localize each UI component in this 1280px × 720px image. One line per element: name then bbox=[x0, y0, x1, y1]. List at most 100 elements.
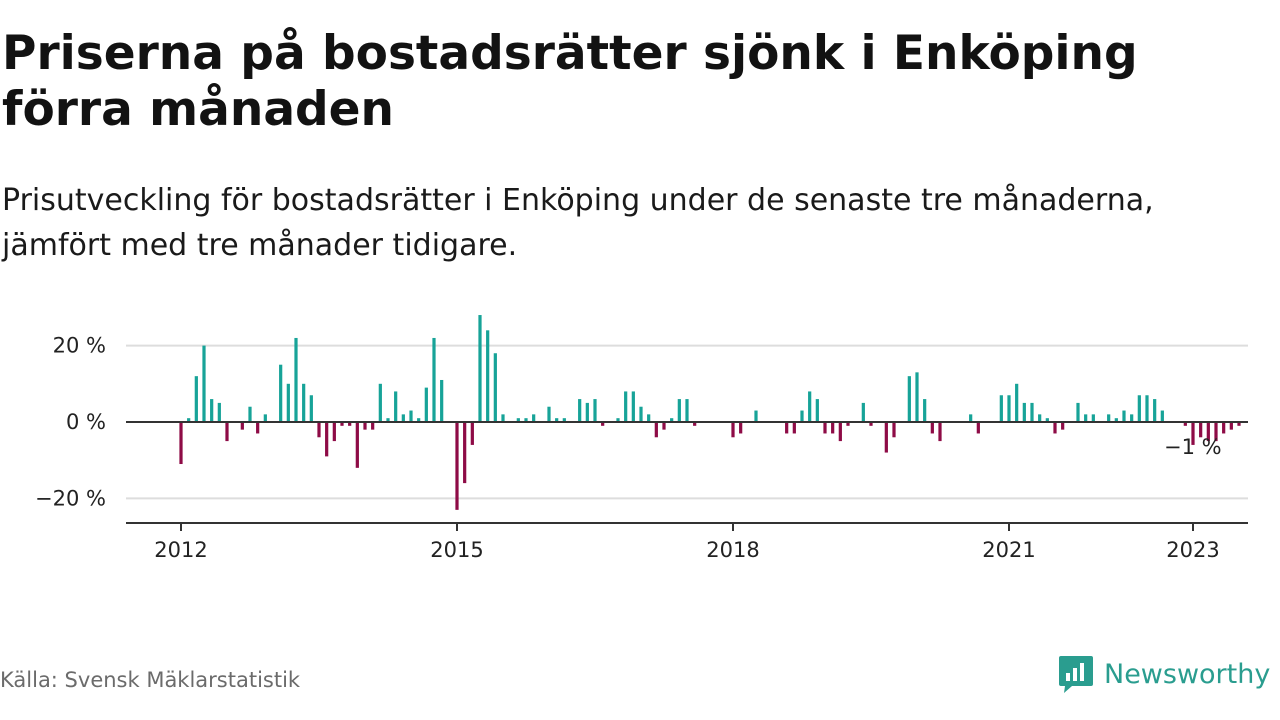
bar bbox=[187, 418, 191, 422]
bar bbox=[325, 422, 329, 457]
bar bbox=[547, 406, 551, 422]
bar bbox=[286, 383, 290, 422]
bar bbox=[332, 422, 336, 442]
bar bbox=[440, 379, 444, 422]
brand-logo[interactable]: Newsworthy bbox=[1058, 654, 1270, 694]
bar bbox=[601, 422, 605, 426]
bar bbox=[294, 337, 298, 422]
bar bbox=[593, 399, 597, 422]
grid-layer bbox=[126, 344, 1248, 500]
chart-title: Priserna på bostadsrätter sjönk i Enköpi… bbox=[2, 26, 1138, 137]
bar bbox=[194, 376, 198, 422]
bar bbox=[478, 315, 482, 422]
bar bbox=[1107, 414, 1111, 422]
axis-layer: 20 % 0 % −20 % 2012 2015 2018 2021 2023 bbox=[35, 334, 1248, 562]
last-value-label: −1 % bbox=[1164, 435, 1222, 459]
bar bbox=[1045, 418, 1049, 422]
bar bbox=[677, 399, 681, 422]
bar bbox=[516, 418, 520, 422]
x-tick-label: 2023 bbox=[1166, 538, 1219, 562]
bar bbox=[463, 422, 467, 484]
x-tick-label: 2018 bbox=[706, 538, 759, 562]
bar bbox=[861, 402, 865, 422]
bar bbox=[915, 372, 919, 422]
bar bbox=[838, 422, 842, 442]
bar bbox=[800, 410, 804, 422]
bar bbox=[263, 414, 267, 422]
bar bbox=[1191, 422, 1195, 445]
bar bbox=[1206, 422, 1210, 442]
bar bbox=[210, 399, 214, 422]
bar bbox=[815, 399, 819, 422]
bar bbox=[892, 422, 896, 438]
bar bbox=[302, 383, 306, 422]
bar bbox=[823, 422, 827, 434]
bar bbox=[670, 418, 674, 422]
bar bbox=[1122, 410, 1126, 422]
bar bbox=[501, 414, 505, 422]
bar bbox=[923, 399, 927, 422]
bar bbox=[1160, 410, 1164, 422]
y-tick-label: 20 % bbox=[53, 334, 106, 358]
bar bbox=[739, 422, 743, 434]
bar bbox=[355, 422, 359, 468]
bar bbox=[685, 399, 689, 422]
bar-chart: 20 % 0 % −20 % 2012 2015 2018 2021 2023 −1 % bbox=[35, 315, 1248, 562]
y-tick-label: −20 % bbox=[35, 486, 106, 510]
newsworthy-logo-icon bbox=[1059, 656, 1093, 693]
bar bbox=[846, 422, 850, 426]
bar bbox=[1030, 402, 1034, 422]
y-tick-label: 0 % bbox=[66, 410, 106, 434]
bar bbox=[969, 414, 973, 422]
bar bbox=[1038, 414, 1042, 422]
x-tick-label: 2015 bbox=[430, 538, 483, 562]
bar bbox=[616, 418, 620, 422]
bars-layer bbox=[179, 315, 1241, 510]
bar bbox=[371, 422, 375, 430]
chart-subtitle: Prisutveckling för bostadsrätter i Enköp… bbox=[2, 183, 1154, 263]
bar bbox=[424, 387, 428, 422]
bar bbox=[179, 422, 183, 465]
bar bbox=[693, 422, 697, 426]
bar bbox=[1022, 402, 1026, 422]
bar bbox=[470, 422, 474, 445]
bar bbox=[486, 330, 490, 422]
bar bbox=[1214, 422, 1218, 442]
bar bbox=[1076, 402, 1080, 422]
bar bbox=[1015, 383, 1019, 422]
bar bbox=[1114, 418, 1118, 422]
bar bbox=[1061, 422, 1065, 430]
bar bbox=[409, 410, 413, 422]
bar bbox=[562, 418, 566, 422]
bar bbox=[401, 414, 405, 422]
bar bbox=[647, 414, 651, 422]
bar bbox=[792, 422, 796, 434]
bar bbox=[1222, 422, 1226, 434]
x-tick-label: 2021 bbox=[982, 538, 1035, 562]
bar bbox=[432, 337, 436, 422]
bar bbox=[938, 422, 942, 442]
source-note: Källa: Svensk Mäklarstatistik bbox=[0, 668, 301, 692]
bar bbox=[1084, 414, 1088, 422]
bar bbox=[785, 422, 789, 434]
bar bbox=[631, 391, 635, 422]
bar bbox=[930, 422, 934, 434]
bar bbox=[1145, 395, 1149, 422]
bar bbox=[532, 414, 536, 422]
bar bbox=[662, 422, 666, 430]
bar bbox=[639, 406, 643, 422]
bar bbox=[217, 402, 221, 422]
bar bbox=[256, 422, 260, 434]
bar bbox=[202, 345, 206, 422]
bar bbox=[248, 406, 252, 422]
bar bbox=[654, 422, 658, 438]
bar bbox=[340, 422, 344, 426]
bar bbox=[754, 410, 758, 422]
bar bbox=[524, 418, 528, 422]
brand-name: Newsworthy bbox=[1104, 658, 1271, 690]
bar bbox=[869, 422, 873, 426]
bar bbox=[1137, 395, 1141, 422]
bar bbox=[624, 391, 628, 422]
bar bbox=[394, 391, 398, 422]
bar bbox=[378, 383, 382, 422]
